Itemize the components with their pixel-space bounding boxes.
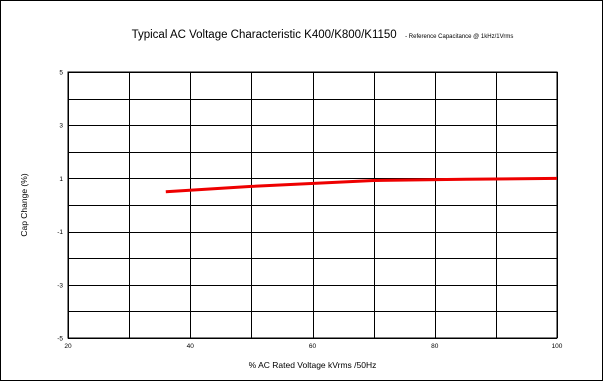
y-tick-label: -3 — [57, 282, 63, 289]
svg-text:Typical AC Voltage Characteris: Typical AC Voltage Characteristic K400/K… — [132, 25, 514, 42]
x-tick-label: 80 — [431, 343, 439, 350]
y-tick-label: 1 — [59, 176, 63, 183]
y-tick-label: 5 — [59, 70, 63, 77]
tick-labels: 20 40 60 80 100 -5 -3 -1 1 3 5 — [57, 70, 563, 351]
x-tick-label: 40 — [187, 343, 195, 350]
chart-title: Typical AC Voltage Characteristic K400/K… — [132, 29, 397, 41]
x-tick-label: 60 — [309, 343, 317, 350]
x-tick-label: 100 — [552, 343, 563, 350]
y-tick-label: 3 — [59, 123, 63, 130]
x-tick-label: 20 — [64, 343, 72, 350]
chart-title-group: Typical AC Voltage Characteristic K400/K… — [132, 25, 514, 42]
series-layer — [165, 176, 558, 194]
x-axis-label: % AC Rated Voltage kVrms /50Hz — [249, 360, 377, 370]
y-axis-label: Cap Change (%) — [19, 173, 29, 236]
y-tick-label: -1 — [57, 229, 63, 236]
chart-subtitle: - Reference Capacitance @ 1kHz/1Vrms — [405, 34, 513, 40]
y-tick-label: -5 — [57, 336, 63, 343]
series-line — [165, 176, 558, 194]
grid-lines — [68, 72, 558, 339]
